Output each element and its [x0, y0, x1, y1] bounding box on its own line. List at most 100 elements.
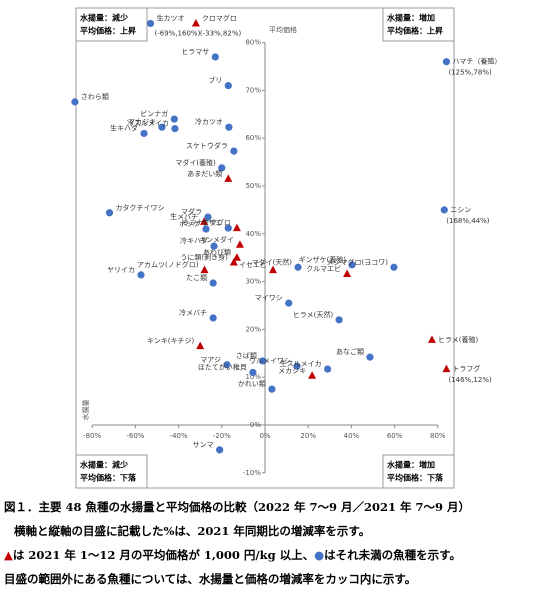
y-tick-label: 70%	[245, 86, 261, 94]
point-triangle	[268, 265, 277, 274]
point-label: メジマグロ(ヨコワ)	[326, 257, 388, 266]
point-label: あなご類	[336, 347, 364, 356]
point-circle	[211, 53, 219, 61]
point-label: あまだい類	[187, 169, 222, 178]
point-circle	[348, 261, 356, 269]
point-circle	[218, 164, 226, 172]
point-label: 冷ミナミマグロ	[182, 218, 231, 227]
y-tick-label: 0%	[250, 421, 261, 429]
caption-line: ▲は 2021 年 1～12 月の平均価格が 1,000 円/kg 以上、●はそ…	[4, 548, 461, 562]
x-tick-label: -40%	[170, 432, 188, 440]
point-circle	[71, 98, 79, 106]
point-label: ほたてがい稚貝	[198, 362, 247, 371]
point-circle	[170, 115, 178, 123]
point-label: マダラ	[181, 207, 202, 216]
point-circle	[442, 58, 451, 66]
point-label: 生カツオ	[157, 13, 185, 22]
point-label: クルマエビ	[306, 264, 341, 273]
circle-symbol: ●	[314, 548, 324, 562]
point-label: クロマグロ	[202, 13, 237, 22]
point-label: さば類	[236, 351, 257, 360]
point-label: さわら類	[81, 92, 109, 101]
point-note: (168%,44%)	[446, 217, 490, 225]
point-label: キンキ(キチジ)	[147, 337, 195, 345]
point-circle	[293, 362, 301, 370]
x-tick-label: 0%	[259, 432, 270, 440]
y-tick-label: 80%	[245, 39, 261, 47]
point-triangle	[235, 240, 244, 248]
quadrant-label: 水揚量：増加	[386, 460, 435, 470]
point-label: ビンナガ	[140, 109, 168, 118]
point-circle	[249, 368, 257, 377]
quadrant-label: 平均価格：上昇	[80, 26, 136, 36]
point-circle	[224, 82, 232, 90]
point-circle	[230, 147, 238, 155]
point-label: ウルメイワシ	[249, 357, 291, 365]
point-circle	[158, 123, 166, 131]
point-label: マカジキ	[128, 118, 156, 126]
point-label: マアジ	[200, 356, 221, 364]
quadrant-label: 平均価格：上昇	[387, 26, 443, 36]
point-circle	[268, 385, 276, 393]
point-circle	[294, 263, 302, 271]
point-triangle	[308, 371, 317, 379]
caption-line: 横軸と縦軸の目盛に記載した%は、2021 年同期比の増減率を示す。	[14, 524, 370, 538]
point-circle	[440, 206, 448, 214]
x-tick-label: 20%	[300, 432, 316, 440]
point-label: マイワシ	[255, 294, 283, 302]
point-circle	[335, 316, 343, 324]
caption-text: はそれ未満の魚種を示す。	[324, 548, 461, 562]
point-note: (-33%,82%)	[200, 29, 242, 37]
point-label: 冷スルメイカ	[127, 119, 169, 128]
point-circle	[324, 365, 332, 373]
point-circle	[209, 279, 217, 287]
triangle-symbol: ▲	[4, 548, 13, 562]
quadrant-label: 水揚量：減少	[79, 460, 128, 470]
x-tick-label: -80%	[83, 432, 101, 440]
point-circle	[224, 224, 232, 232]
point-circle	[225, 123, 233, 131]
point-label: カタクチイワシ	[115, 203, 164, 212]
x-tick-label: 80%	[430, 432, 446, 440]
point-label: たこ類	[186, 273, 207, 282]
quadrant-label: 平均価格：下落	[387, 473, 444, 483]
point-triangle	[442, 364, 451, 373]
point-label: ブリ	[208, 76, 222, 85]
point-circle	[223, 361, 231, 369]
y-tick-label: 30%	[245, 278, 261, 286]
point-label: 生スルメイカ	[280, 359, 322, 368]
y-tick-label: 20%	[245, 325, 261, 333]
y-tick-label: 40%	[245, 230, 261, 238]
point-circle	[202, 225, 210, 233]
point-triangle	[343, 269, 352, 277]
y-axis-title: 平均価格	[269, 25, 297, 34]
point-triangle	[224, 174, 233, 182]
point-triangle	[200, 265, 209, 274]
point-circle	[146, 19, 155, 28]
point-circle	[366, 353, 374, 361]
quadrant-box	[382, 7, 455, 42]
point-label: 冷キハダ	[180, 236, 208, 245]
y-tick-label: 60%	[245, 134, 261, 142]
point-label: サンマ	[193, 441, 214, 449]
point-label: ハマチ（養殖）	[452, 57, 501, 66]
quadrant-box	[75, 7, 148, 42]
point-label: ヒラメ(天然)	[293, 310, 334, 319]
x-axis-title: 水揚量	[81, 400, 90, 421]
point-label: ニシン	[450, 206, 471, 214]
point-circle	[285, 299, 293, 307]
point-label: ホッケ	[179, 220, 200, 228]
point-label: トラフグ	[452, 364, 480, 373]
caption-text: は 2021 年 1～12 月の平均価格が 1,000 円/kg 以上、	[13, 548, 314, 562]
point-circle	[204, 213, 212, 221]
quadrant-label: 平均価格：下落	[80, 473, 137, 483]
point-label: 生キハダ	[110, 123, 138, 132]
point-note: (146%,12%)	[448, 376, 492, 384]
x-tick-label: 40%	[344, 432, 360, 440]
point-circle	[216, 446, 224, 454]
point-triangle	[229, 257, 238, 266]
point-label: アカムツ(ノドグロ)	[137, 260, 199, 269]
point-label: メカジキ	[278, 367, 306, 375]
point-label: うに類(剥き身)	[180, 252, 228, 261]
point-note: (125%,78%)	[448, 69, 492, 77]
